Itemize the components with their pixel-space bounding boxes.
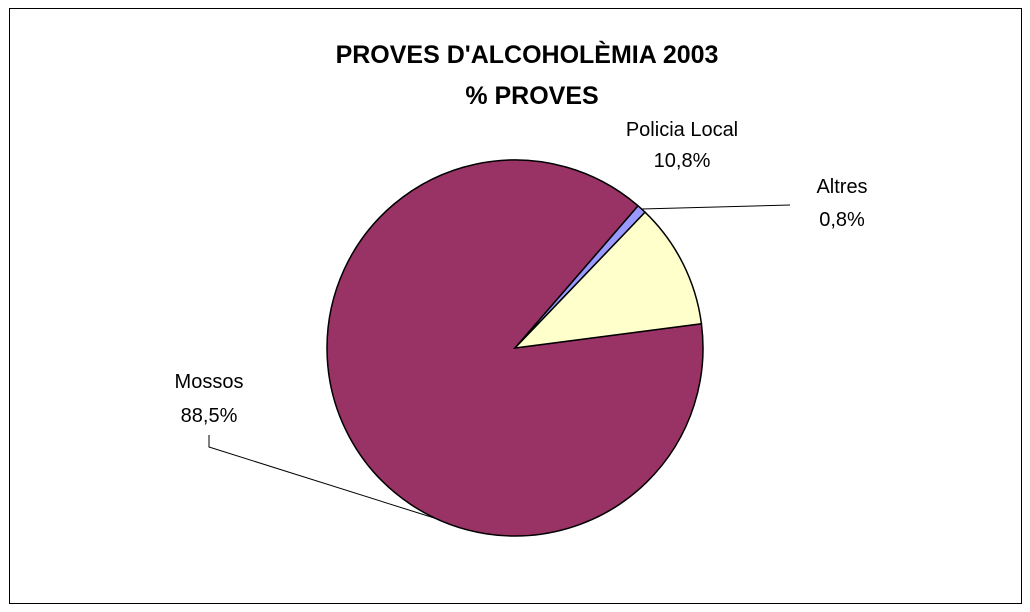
slice-value-mossos: 88,5% <box>181 405 238 427</box>
leader-line-mossos <box>208 435 436 519</box>
slice-value-altres: 0,8% <box>819 209 865 231</box>
chart-subtitle: % PROVES <box>465 82 598 110</box>
slice-label-policia-local: Policia Local <box>626 119 738 141</box>
leader-line-altres <box>641 204 791 210</box>
pie-slice-policia-local <box>512 211 703 350</box>
slice-label-mossos: Mossos <box>175 371 244 393</box>
leader-lines <box>208 204 791 519</box>
slice-value-policia-local: 10,8% <box>654 150 711 172</box>
slice-label-altres: Altres <box>816 176 867 198</box>
pie-slices <box>326 159 704 537</box>
chart-title: PROVES D'ALCOHOLÈMIA 2003 <box>336 40 719 69</box>
